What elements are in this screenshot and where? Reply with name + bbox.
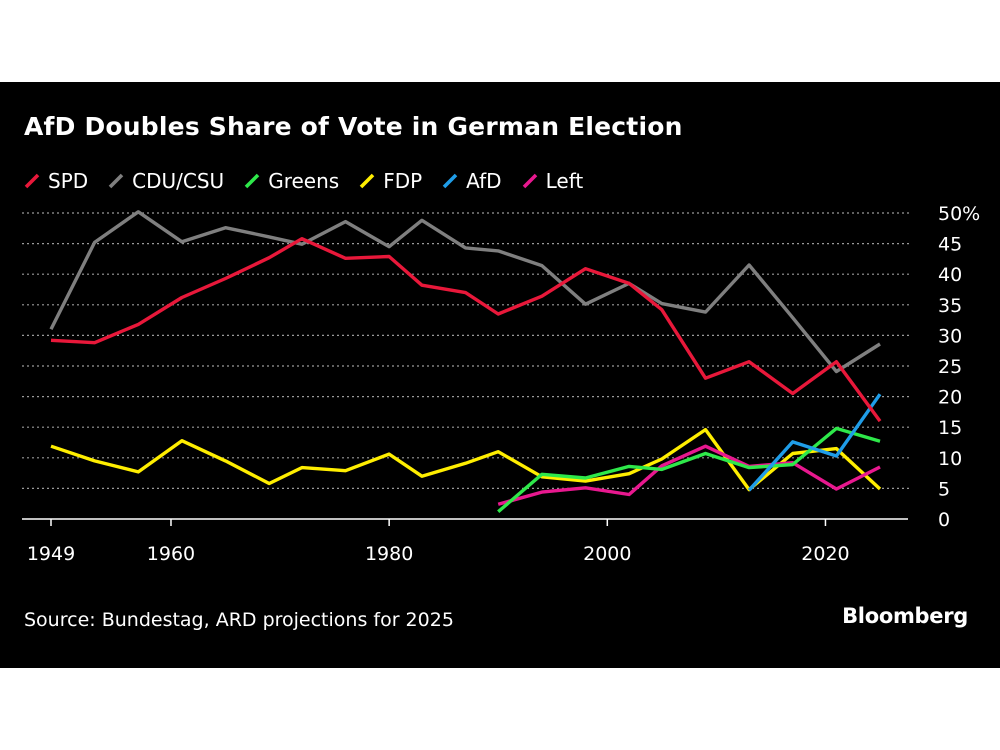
legend-item-afd: AfD — [442, 169, 502, 193]
y-tick-label: 10 — [938, 448, 962, 470]
legend-swatch-icon — [359, 173, 375, 189]
y-tick-label: 45 — [938, 234, 962, 256]
y-tick-label: 25 — [938, 356, 962, 378]
y-tick-label: 0 — [938, 509, 950, 531]
y-tick-label: 50% — [938, 203, 980, 225]
bloomberg-logo: Bloomberg — [842, 604, 968, 628]
y-tick-label: 20 — [938, 387, 962, 409]
grid-lines — [22, 212, 910, 489]
x-tick-label: 1980 — [365, 543, 413, 565]
chart-title: AfD Doubles Share of Vote in German Elec… — [24, 112, 683, 141]
series-line-left — [497, 444, 881, 506]
legend-label: CDU/CSU — [132, 169, 225, 193]
legend-item-left: Left — [522, 169, 584, 193]
series-lines — [49, 210, 882, 513]
legend-swatch-icon — [442, 173, 458, 189]
x-tick-label: 2000 — [583, 543, 631, 565]
series-line-afd — [747, 393, 882, 492]
axes: 50% 45 40 35 30 25 20 15 10 5 0 1949 1960 1980 2000 202… — [22, 203, 980, 565]
legend-label: AfD — [466, 169, 502, 193]
legend-item-spd: SPD — [24, 169, 88, 193]
y-tick-label: 5 — [938, 478, 950, 500]
legend-label: Left — [545, 169, 584, 193]
chart-legend: SPD CDU/CSU Greens FDP AfD Left — [24, 166, 603, 196]
x-tick-label: 2020 — [801, 543, 849, 565]
legend-item-greens: Greens — [244, 169, 339, 193]
x-tick-label: 1949 — [27, 543, 75, 565]
legend-swatch-icon — [108, 173, 124, 189]
line-chart: 50% 45 40 35 30 25 20 15 10 5 0 1949 1960 1980 2000 202… — [22, 203, 980, 565]
legend-swatch-icon — [244, 173, 260, 189]
legend-item-fdp: FDP — [359, 169, 422, 193]
x-tick-label: 1960 — [147, 543, 195, 565]
chart-panel: AfD Doubles Share of Vote in German Elec… — [0, 82, 1000, 668]
series-line-spd — [50, 236, 882, 423]
legend-label: FDP — [383, 169, 423, 193]
legend-label: Greens — [268, 169, 340, 193]
series-line-greens — [497, 426, 881, 513]
legend-item-cducsu: CDU/CSU — [108, 169, 224, 193]
legend-label: SPD — [48, 169, 89, 193]
legend-swatch-icon — [522, 173, 537, 189]
y-tick-label: 35 — [938, 295, 962, 317]
series-line-fdp — [50, 427, 882, 492]
legend-swatch-icon — [24, 173, 40, 189]
source-note: Source: Bundestag, ARD projections for 2… — [24, 609, 454, 631]
y-tick-label: 15 — [938, 417, 962, 439]
series-line-cducsu — [49, 210, 881, 374]
y-tick-label: 30 — [938, 325, 962, 347]
y-tick-label: 40 — [938, 264, 962, 286]
